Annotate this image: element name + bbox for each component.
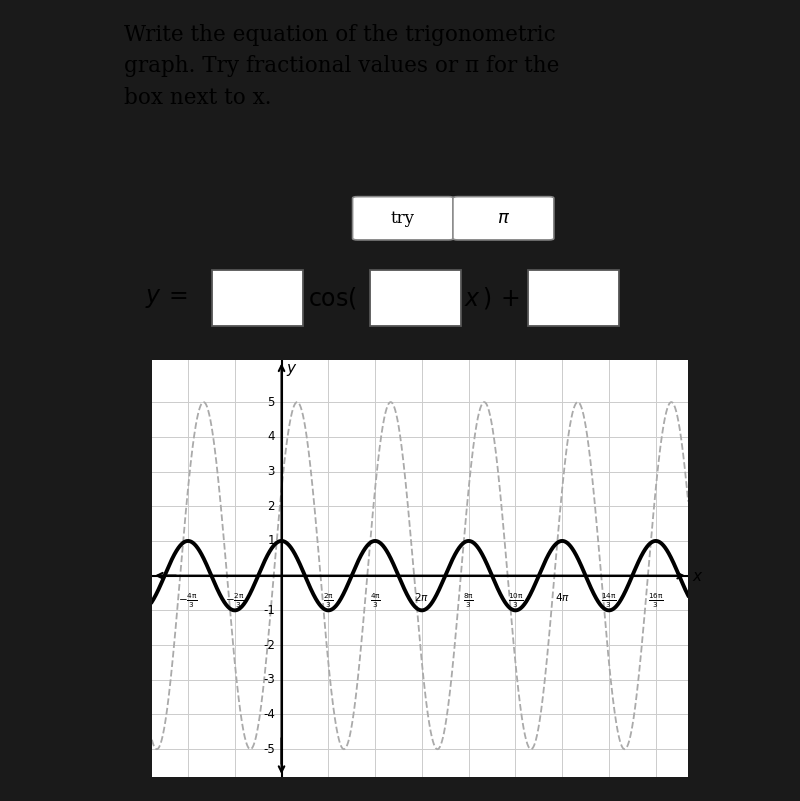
- Text: $\mathregular{\frac{4\pi}{3}}$: $\mathregular{\frac{4\pi}{3}}$: [370, 591, 381, 610]
- FancyBboxPatch shape: [453, 196, 554, 240]
- Text: 3: 3: [267, 465, 275, 478]
- Text: try: try: [391, 210, 415, 227]
- Bar: [370, 270, 461, 327]
- Text: 4: 4: [267, 430, 275, 443]
- Text: $\mathregular{-\frac{2\pi}{3}}$: $\mathregular{-\frac{2\pi}{3}}$: [225, 591, 245, 610]
- Text: $x$: $x$: [693, 570, 704, 585]
- Bar: [528, 270, 619, 327]
- Text: -2: -2: [263, 638, 275, 651]
- Text: $y$: $y$: [286, 362, 298, 378]
- Text: Write the equation of the trigonometric
graph. Try fractional values or π for th: Write the equation of the trigonometric …: [123, 24, 559, 109]
- Text: $\cos($: $\cos($: [307, 285, 357, 312]
- Text: $x\,)\,+$: $x\,)\,+$: [464, 285, 519, 312]
- Text: $\mathregular{\frac{8\pi}{3}}$: $\mathregular{\frac{8\pi}{3}}$: [463, 591, 474, 610]
- Text: -3: -3: [263, 674, 275, 686]
- Text: $\pi$: $\pi$: [497, 209, 510, 227]
- Text: -1: -1: [263, 604, 275, 617]
- Text: 5: 5: [267, 396, 275, 409]
- Text: $\mathregular{\frac{14\pi}{3}}$: $\mathregular{\frac{14\pi}{3}}$: [601, 591, 617, 610]
- Text: 1: 1: [267, 534, 275, 547]
- Text: $2\pi$: $2\pi$: [414, 591, 430, 603]
- Text: $y\,=$: $y\,=$: [145, 287, 187, 310]
- Text: $\mathregular{-\frac{4\pi}{3}}$: $\mathregular{-\frac{4\pi}{3}}$: [178, 591, 198, 610]
- Text: -5: -5: [263, 743, 275, 755]
- Text: 2: 2: [267, 500, 275, 513]
- Text: $\mathregular{\frac{16\pi}{3}}$: $\mathregular{\frac{16\pi}{3}}$: [648, 591, 663, 610]
- Text: -4: -4: [263, 708, 275, 721]
- Bar: [211, 270, 302, 327]
- FancyBboxPatch shape: [353, 196, 454, 240]
- Text: $\mathregular{\frac{2\pi}{3}}$: $\mathregular{\frac{2\pi}{3}}$: [323, 591, 334, 610]
- Text: $4\pi$: $4\pi$: [554, 591, 570, 603]
- Text: $\mathregular{\frac{10\pi}{3}}$: $\mathregular{\frac{10\pi}{3}}$: [508, 591, 523, 610]
